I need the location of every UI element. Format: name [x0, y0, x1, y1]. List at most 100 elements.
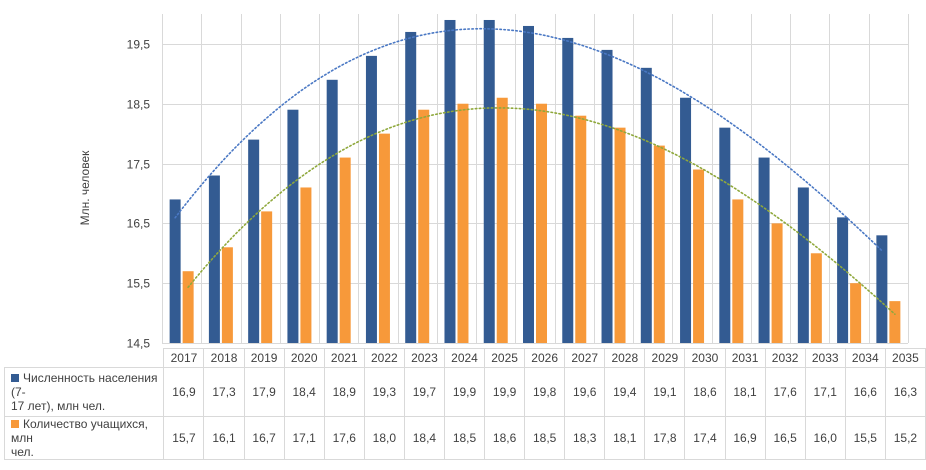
data-label-population: 17,1 [804, 367, 846, 417]
x-tick-label: 2027 [564, 348, 606, 368]
x-tick-label: 2028 [604, 348, 646, 368]
x-tick-label: 2035 [884, 348, 926, 368]
bar-students [536, 103, 547, 344]
legend-key-population [11, 373, 19, 382]
bar-students [339, 157, 351, 343]
x-tick-label: 2029 [644, 348, 686, 368]
bar-students [378, 133, 390, 343]
data-table-row-population: Численность населения (7- 17 лет), млн че… [3, 367, 926, 417]
trendline-population [174, 27, 883, 252]
data-table-row-students: Количество учащихся, млн чел. 15,7 16,1 16,… [3, 416, 926, 460]
bar-population [208, 175, 220, 343]
bar-students [300, 187, 312, 343]
data-label-population: 19,8 [524, 367, 566, 417]
data-label-population: 19,9 [484, 367, 526, 417]
x-tick-label: 2020 [283, 348, 325, 368]
data-label-students: 18,3 [564, 416, 606, 460]
bar-students [810, 253, 822, 343]
bar-population [326, 79, 338, 344]
data-label-students: 16,9 [724, 416, 766, 460]
data-table: 2017 2018 2019 2020 2021 2022 2023 2024 2025 2026… [3, 348, 926, 460]
bar-population [640, 67, 652, 343]
y-axis-title: Млн. человек [78, 150, 92, 226]
data-label-students: 15,2 [884, 416, 926, 460]
bar-students [496, 97, 508, 343]
bar-students [182, 271, 194, 343]
bar-population [876, 235, 888, 343]
bar-population [562, 37, 574, 343]
bar-students [221, 247, 233, 343]
trendline-students [187, 107, 896, 315]
y-tick-label: 16,5 [127, 217, 151, 231]
bar-population [601, 49, 613, 344]
bar-students [418, 109, 430, 343]
data-label-population: 19,4 [604, 367, 646, 417]
x-tick-label: 2022 [363, 348, 405, 368]
x-tick-label: 2034 [844, 348, 886, 368]
bar-students [614, 127, 626, 344]
bar-students [732, 199, 744, 343]
data-label-students: 16,0 [804, 416, 846, 460]
data-label-population: 18,9 [323, 367, 365, 417]
bar-population [169, 199, 181, 343]
bar-population [797, 187, 809, 343]
bar-students [771, 223, 783, 343]
data-label-population: 16,6 [844, 367, 886, 417]
data-label-population: 19,6 [564, 367, 606, 417]
data-label-students: 17,4 [684, 416, 726, 460]
y-tick-label: 17,5 [127, 158, 151, 172]
x-tick-label: 2031 [724, 348, 766, 368]
data-label-students: 18,4 [403, 416, 445, 460]
legend-label-students-line1: Количество учащихся, млн [11, 417, 148, 445]
data-label-students: 18,0 [363, 416, 405, 460]
bar-population [444, 19, 456, 344]
data-table-header-row: 2017 2018 2019 2020 2021 2022 2023 2024 2025 2026… [5, 348, 926, 368]
data-label-students: 17,6 [323, 416, 365, 460]
x-tick-label: 2024 [443, 348, 486, 368]
data-label-population: 19,3 [363, 367, 405, 417]
x-tick-label: 2033 [804, 348, 846, 368]
data-label-students: 16,1 [203, 416, 245, 460]
x-tick-label: 2023 [403, 348, 445, 368]
data-label-students: 17,1 [283, 416, 325, 460]
data-label-students: 15,5 [844, 416, 886, 460]
data-label-students: 16,7 [243, 416, 285, 460]
bar-population [483, 19, 495, 344]
data-label-population: 17,9 [243, 367, 285, 417]
bar-population [287, 109, 299, 343]
bar-population [680, 97, 692, 343]
data-label-population: 16,3 [884, 367, 926, 417]
bar-students [575, 115, 587, 343]
x-tick-label: 2019 [243, 348, 285, 368]
data-label-population: 18,1 [724, 367, 766, 417]
data-label-students: 18,5 [524, 416, 566, 460]
y-tick-label: 18,5 [127, 98, 151, 112]
legend-label-population-line2: 17 лет), млн чел. [11, 399, 106, 413]
bar-population [523, 25, 534, 344]
legend-entry-population: Численность населения (7- 17 лет), млн че… [3, 367, 165, 417]
data-table-corner [5, 349, 164, 368]
y-tick-label: 15,5 [127, 277, 151, 291]
data-label-students: 18,6 [484, 416, 526, 460]
data-label-students: 15,7 [163, 416, 205, 460]
data-label-population: 17,6 [764, 367, 806, 417]
legend-entry-students: Количество учащихся, млн чел. [3, 416, 165, 460]
data-label-population: 19,9 [443, 367, 486, 417]
bar-students [693, 169, 705, 343]
x-tick-label: 2025 [484, 348, 526, 368]
data-label-students: 16,5 [764, 416, 806, 460]
bar-population [405, 31, 417, 343]
y-tick-label: 19,5 [127, 38, 151, 52]
bar-population [758, 157, 770, 343]
bar-students [889, 301, 901, 343]
bar-students [850, 283, 862, 343]
bar-population [837, 217, 849, 343]
data-label-students: 17,8 [644, 416, 686, 460]
x-tick-label: 2017 [163, 348, 205, 368]
data-label-population: 19,1 [644, 367, 686, 417]
data-label-students: 18,1 [604, 416, 646, 460]
legend-label-population-line1: Численность населения (7- [11, 371, 158, 399]
legend-key-students [11, 419, 19, 428]
